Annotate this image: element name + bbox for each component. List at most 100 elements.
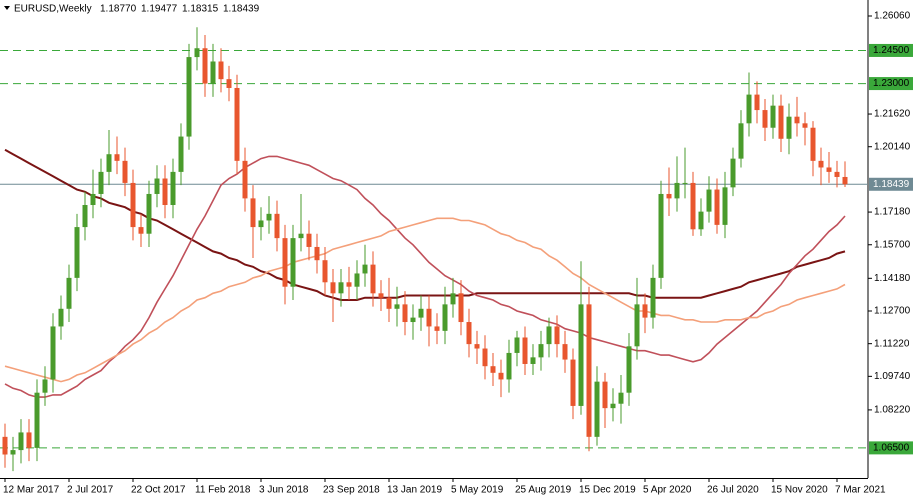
candle-body: [146, 193, 152, 234]
menu-arrow[interactable]: [4, 6, 10, 10]
candle-body: [778, 105, 784, 139]
candle-body: [194, 48, 200, 58]
x-tick-label: 12 Mar 2017: [3, 485, 60, 496]
quote-value: 1.18315: [182, 4, 219, 15]
candle-body: [234, 87, 240, 161]
x-tick-label: 22 Oct 2017: [131, 485, 186, 496]
candle-body: [498, 372, 504, 380]
candle-body: [682, 182, 688, 184]
level-label: 1.06500: [873, 443, 910, 454]
candle-body: [562, 344, 568, 360]
candle-body: [346, 282, 352, 287]
candle-body: [650, 277, 656, 318]
candle-body: [658, 193, 664, 278]
candle-body: [258, 220, 264, 228]
x-tick-label: 15 Nov 2020: [771, 485, 828, 496]
candle-body: [2, 436, 8, 455]
level-label: 1.24500: [873, 45, 910, 56]
candle-body: [570, 359, 576, 406]
candle-body: [538, 344, 544, 358]
candle-body: [434, 326, 440, 331]
candle-body: [762, 110, 768, 128]
y-tick-label: 1.09740: [874, 371, 911, 382]
candle-body: [74, 227, 80, 278]
candle-body: [834, 171, 840, 177]
candle-body: [554, 326, 560, 345]
candle-body: [418, 308, 424, 318]
candle-body: [738, 123, 744, 159]
candle-body: [490, 366, 496, 373]
quote-value: 1.19477: [141, 4, 178, 15]
candle-body: [818, 160, 824, 168]
y-tick-label: 1.12700: [874, 306, 911, 317]
candle-body: [626, 346, 632, 393]
candle-body: [354, 273, 360, 287]
candle-body: [394, 304, 400, 309]
candle-body: [26, 432, 32, 448]
candle-body: [786, 116, 792, 139]
x-tick-label: 23 Sep 2018: [323, 485, 380, 496]
candle-body: [634, 304, 640, 347]
candle-body: [450, 293, 456, 305]
candle-body: [842, 176, 848, 185]
y-tick-label: 1.14180: [874, 273, 911, 284]
candle-body: [746, 94, 752, 124]
candle-body: [706, 189, 712, 212]
candle-body: [410, 317, 416, 323]
candle-body: [210, 61, 216, 84]
candle-body: [458, 293, 464, 323]
candle-body: [802, 123, 808, 128]
candle-body: [730, 158, 736, 188]
candle-body: [58, 308, 64, 327]
y-tick-label: 1.20140: [874, 141, 911, 152]
y-tick-label: 1.11220: [874, 338, 910, 349]
candle-body: [506, 352, 512, 380]
candle-body: [314, 246, 320, 261]
y-tick-label: 1.08220: [874, 405, 911, 416]
candle-body: [698, 211, 704, 230]
candle-body: [546, 326, 552, 345]
candle-body: [482, 348, 488, 367]
candle-body: [602, 381, 608, 409]
moving-average: [4, 148, 846, 301]
candle-body: [10, 450, 16, 455]
candle-body: [466, 322, 472, 345]
candle-body: [250, 198, 256, 228]
x-tick-label: 25 Aug 2019: [515, 485, 572, 496]
candle-body: [186, 57, 192, 137]
candle-body: [66, 277, 72, 309]
candle-body: [426, 308, 432, 327]
candle-body: [514, 337, 520, 353]
candle-body: [98, 171, 104, 194]
candle-body: [202, 48, 208, 84]
level-box: [869, 43, 913, 57]
y-tick-label: 1.17180: [874, 207, 911, 218]
x-tick-label: 3 Jun 2018: [259, 485, 309, 496]
candle-body: [290, 238, 296, 287]
y-tick-label: 1.15700: [874, 239, 911, 250]
candle-body: [474, 344, 480, 349]
candle-body: [338, 282, 344, 294]
candle-body: [530, 357, 536, 364]
candle-body: [106, 154, 112, 172]
candle-body: [306, 233, 312, 247]
candle-body: [162, 178, 168, 206]
candle-body: [618, 392, 624, 404]
quote-value: 1.18770: [100, 4, 137, 15]
candle-body: [674, 182, 680, 199]
candle-body: [586, 304, 592, 437]
candle-body: [690, 182, 696, 230]
candle-body: [18, 432, 24, 451]
candle-body: [122, 160, 128, 183]
candle-body: [218, 61, 224, 80]
candle-body: [298, 233, 304, 239]
candle-body: [754, 94, 760, 111]
moving-average: [4, 155, 846, 398]
candle-body: [138, 227, 144, 234]
candle-body: [130, 182, 136, 228]
candle-body: [378, 293, 384, 298]
candle-body: [266, 213, 272, 221]
candle-body: [242, 160, 248, 199]
candle-body: [34, 392, 40, 448]
